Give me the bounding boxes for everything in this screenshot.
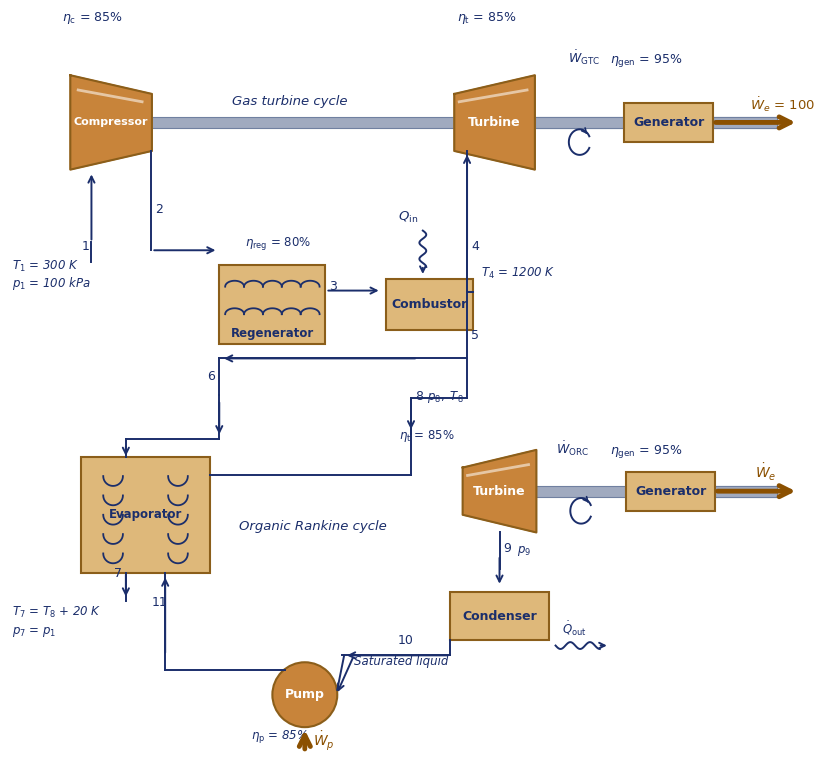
Text: Condenser: Condenser [462, 610, 537, 623]
Text: 5: 5 [471, 329, 479, 342]
Text: $\dot{W}_\mathrm{GTC}$: $\dot{W}_\mathrm{GTC}$ [568, 48, 600, 67]
Text: $p_8,\ T_8$: $p_8,\ T_8$ [427, 389, 463, 405]
Text: Generator: Generator [635, 485, 706, 498]
Circle shape [272, 662, 337, 727]
Text: Generator: Generator [633, 116, 705, 129]
Text: $p_9$: $p_9$ [517, 544, 531, 558]
Text: Saturated liquid: Saturated liquid [354, 655, 448, 668]
Bar [713, 117, 777, 128]
Text: $\eta_\mathrm{c}$ = 85%: $\eta_\mathrm{c}$ = 85% [62, 10, 122, 26]
Text: Turbine: Turbine [468, 116, 521, 129]
Text: Gas turbine cycle: Gas turbine cycle [232, 95, 348, 107]
Bar [626, 472, 715, 511]
Text: $T_7$ = $T_8$ + 20 K: $T_7$ = $T_8$ + 20 K [12, 605, 101, 621]
Bar [536, 486, 777, 496]
Text: 1: 1 [82, 240, 89, 253]
Bar [715, 486, 777, 496]
Bar [624, 103, 713, 142]
Text: 3: 3 [329, 280, 337, 292]
Text: 8: 8 [415, 390, 423, 403]
Text: $\eta_\mathrm{gen}$ = 95%: $\eta_\mathrm{gen}$ = 95% [609, 443, 682, 460]
Text: $\eta_\mathrm{gen}$ = 95%: $\eta_\mathrm{gen}$ = 95% [609, 51, 682, 68]
Text: 4: 4 [471, 240, 479, 253]
Text: $\dot{Q}_\mathrm{out}$: $\dot{Q}_\mathrm{out}$ [562, 619, 587, 638]
Bar [386, 278, 473, 330]
Polygon shape [70, 75, 152, 170]
Text: Combustor: Combustor [391, 298, 468, 311]
Text: $\eta_\mathrm{p}$ = 85%: $\eta_\mathrm{p}$ = 85% [251, 728, 308, 745]
Bar [535, 117, 624, 128]
Polygon shape [462, 450, 537, 532]
Text: $\eta_\mathrm{t}$ = 85%: $\eta_\mathrm{t}$ = 85% [457, 10, 517, 26]
Text: Turbine: Turbine [473, 485, 526, 498]
Text: Evaporator: Evaporator [109, 509, 182, 522]
Text: $T_1$ = 300 K: $T_1$ = 300 K [12, 259, 79, 274]
Text: 7: 7 [114, 567, 122, 580]
Text: $\dot{W}_\mathrm{ORC}$: $\dot{W}_\mathrm{ORC}$ [556, 439, 589, 458]
Text: 6: 6 [208, 370, 215, 383]
Text: $\dot{W}_e$ = 100: $\dot{W}_e$ = 100 [750, 95, 815, 114]
Text: $\dot{W}_p$: $\dot{W}_p$ [313, 729, 334, 752]
Text: $\eta_\mathrm{t}$ = 85%: $\eta_\mathrm{t}$ = 85% [399, 428, 455, 444]
Text: 2: 2 [155, 203, 163, 216]
Text: 10: 10 [397, 634, 414, 647]
Text: 9: 9 [504, 542, 511, 555]
Text: Organic Rankine cycle: Organic Rankine cycle [239, 519, 386, 532]
Bar [219, 265, 326, 344]
Text: Pump: Pump [284, 688, 325, 701]
Text: $Q_\mathrm{in}$: $Q_\mathrm{in}$ [399, 209, 418, 225]
Text: Regenerator: Regenerator [231, 328, 314, 341]
Bar [451, 592, 548, 640]
Polygon shape [454, 75, 535, 170]
Text: Compressor: Compressor [74, 117, 148, 127]
Text: $T_4$ = 1200 K: $T_4$ = 1200 K [480, 266, 555, 281]
Text: $p_1$ = 100 kPa: $p_1$ = 100 kPa [12, 275, 91, 291]
Text: $\eta_\mathrm{reg}$ = 80%: $\eta_\mathrm{reg}$ = 80% [245, 235, 311, 252]
Text: 11: 11 [151, 596, 167, 609]
Text: $p_7$ = $p_1$: $p_7$ = $p_1$ [12, 625, 56, 639]
Text: $\dot{W}_e$: $\dot{W}_e$ [755, 462, 777, 482]
Bar [151, 117, 777, 128]
Bar [80, 457, 210, 573]
